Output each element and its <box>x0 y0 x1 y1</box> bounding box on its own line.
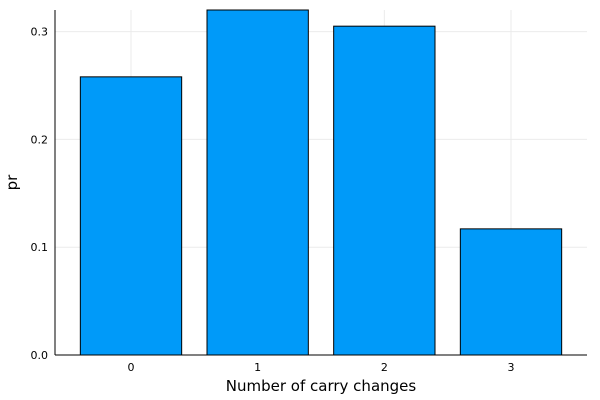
x-tick-labels: 0 1 2 3 <box>128 361 515 374</box>
bar-0 <box>79 76 183 356</box>
x-tick-label: 3 <box>508 361 515 374</box>
y-tick-label: 0.1 <box>31 241 49 254</box>
x-axis-title: Number of carry changes <box>226 377 417 395</box>
bar-1 <box>206 9 309 356</box>
y-tick-labels: 0.0 0.1 0.2 0.3 <box>31 26 49 362</box>
x-tick-label: 1 <box>254 361 261 374</box>
x-tick-label: 2 <box>381 361 388 374</box>
bars <box>79 9 563 356</box>
x-tick-label: 0 <box>128 361 135 374</box>
bar-3 <box>459 228 563 356</box>
y-axis-title: pr <box>3 174 21 191</box>
y-tick-label: 0.2 <box>31 133 49 146</box>
bar-2 <box>333 25 436 356</box>
y-tick-label: 0.3 <box>31 26 49 39</box>
y-tick-label: 0.0 <box>31 349 49 362</box>
axes <box>54 10 587 356</box>
